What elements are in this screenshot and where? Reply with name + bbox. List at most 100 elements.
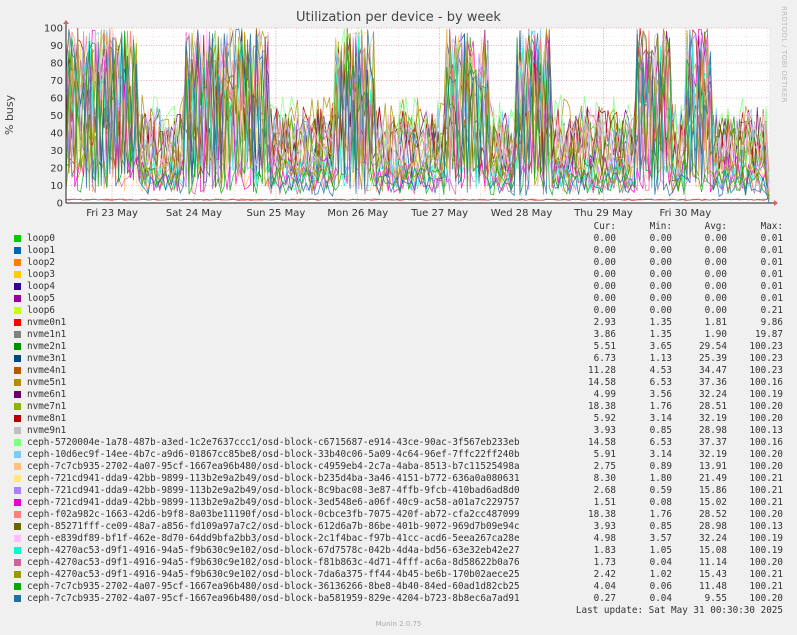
legend-series-name: ceph-721cd941-dda9-42bb-9899-113b2e9a2b4… [27,485,520,496]
legend-item: ceph-f02a982c-1663-42d6-b9f8-8a03be11190… [12,509,787,521]
legend-max: 100.23 [749,341,783,352]
legend-item: ceph-7c7cb935-2702-4a07-95cf-1667ea96b48… [12,593,787,605]
legend-avg: 1.90 [704,329,727,340]
legend-swatch [14,475,21,482]
legend-cur: 0.00 [593,257,616,268]
y-tick-label: 70 [50,76,63,87]
legend-avg: 11.14 [699,557,727,568]
legend-min: 3.14 [649,449,672,460]
legend-min: 1.35 [649,329,672,340]
legend-item: loop2 0.00 0.00 0.00 0.01 [12,257,787,269]
x-tick-label: Wed 28 May [491,208,553,219]
legend-min: 0.00 [649,233,672,244]
legend-min: 0.00 [649,305,672,316]
legend-series-name: ceph-85271fff-ce09-48a7-a856-fd109a97a7c… [27,521,520,532]
legend-cur: 18.38 [588,401,616,412]
legend-min: 0.04 [649,557,672,568]
legend-min: 6.53 [649,377,672,388]
legend-max: 100.21 [749,581,783,592]
legend-item: ceph-e839df89-bf1f-462e-8d70-64dd9bfa2bb… [12,533,787,545]
legend-swatch [14,511,21,518]
legend-cur: 1.83 [593,545,616,556]
x-tick-label: Tue 27 May [410,208,468,219]
legend-swatch [14,583,21,590]
legend-swatch [14,295,21,302]
last-update: Last update: Sat May 31 00:30:30 2025 [575,605,783,616]
legend-avg: 28.52 [699,509,727,520]
legend-max: 100.20 [749,509,783,520]
legend-cur: 2.42 [593,569,616,580]
legend-series-name: loop4 [27,281,55,292]
legend-avg: 28.51 [699,401,727,412]
legend-item: ceph-5720004e-1a78-487b-a3ed-1c2e7637ccc… [12,437,787,449]
legend-swatch [14,283,21,290]
legend-item: loop5 0.00 0.00 0.00 0.01 [12,293,787,305]
legend-swatch [14,319,21,326]
y-axis-label: % busy [3,94,16,135]
legend-item: ceph-85271fff-ce09-48a7-a856-fd109a97a7c… [12,521,787,533]
legend-series-name: ceph-4270ac53-d9f1-4916-94a5-f9b630c9e10… [27,557,520,568]
legend-avg: 11.48 [699,581,727,592]
legend-cur: 3.86 [593,329,616,340]
legend-cur: 6.73 [593,353,616,364]
legend-max: 100.16 [749,377,783,388]
legend-swatch [14,427,21,434]
legend-swatch [14,463,21,470]
legend-avg: 1.81 [704,317,727,328]
x-tick-label: Sat 24 May [166,208,222,219]
legend-header-cur: Cur: [593,221,616,232]
legend-swatch [14,259,21,266]
legend-series-name: ceph-10d6ec9f-14ee-4b7c-a9d6-01867cc85be… [27,449,520,460]
legend-min: 1.05 [649,545,672,556]
legend-cur: 0.00 [593,305,616,316]
legend-item: ceph-721cd941-dda9-42bb-9899-113b2e9a2b4… [12,485,787,497]
y-tick-label: 20 [50,164,63,175]
legend-header: Cur: Min: Avg: Max: [12,221,787,233]
legend-series-name: ceph-7c7cb935-2702-4a07-95cf-1667ea96b48… [27,593,520,604]
legend-avg: 28.98 [699,521,727,532]
y-tick-label: 90 [50,41,63,52]
legend-avg: 25.39 [699,353,727,364]
legend-swatch [14,307,21,314]
legend-avg: 28.98 [699,425,727,436]
legend-swatch [14,403,21,410]
legend-min: 0.00 [649,293,672,304]
legend-cur: 0.00 [593,281,616,292]
legend-max: 0.21 [760,305,783,316]
legend-swatch [14,547,21,554]
legend-cur: 4.04 [593,581,616,592]
legend-series-name: nvme9n1 [27,425,67,436]
legend-item: ceph-10d6ec9f-14ee-4b7c-a9d6-01867cc85be… [12,449,787,461]
y-tick-label: 0 [57,199,63,210]
legend-max: 100.23 [749,365,783,376]
legend-series-name: nvme2n1 [27,341,67,352]
legend-swatch [14,499,21,506]
chart-title: Utilization per device - by week [296,10,501,25]
legend-cur: 2.93 [593,317,616,328]
legend-avg: 0.00 [704,281,727,292]
legend-max: 100.21 [749,569,783,580]
legend-min: 0.85 [649,521,672,532]
legend-cur: 4.99 [593,389,616,400]
legend-avg: 0.00 [704,269,727,280]
legend-avg: 32.19 [699,449,727,460]
legend-item: loop6 0.00 0.00 0.00 0.21 [12,305,787,317]
chart: 0 10 20 30 40 50 60 70 80 90 100 Fri 23 May Sat 24 M… [44,20,778,219]
x-tick-label: Thu 29 May [573,208,633,219]
legend-series-name: ceph-e839df89-bf1f-462e-8d70-64dd9bfa2bb… [27,533,520,544]
legend-cur: 0.00 [593,233,616,244]
legend-series-name: loop1 [27,245,55,256]
legend-avg: 29.54 [699,341,727,352]
legend-header-max: Max: [760,221,783,232]
legend: Cur: Min: Avg: Max: loop0 0.00 0.00 0.00 0.0… [12,221,787,605]
legend-series-name: ceph-5720004e-1a78-487b-a3ed-1c2e7637ccc… [27,437,520,448]
legend-min: 0.00 [649,281,672,292]
legend-item: ceph-4270ac53-d9f1-4916-94a5-f9b630c9e10… [12,557,787,569]
legend-item: nvme1n1 3.86 1.35 1.90 19.87 [12,329,787,341]
legend-cur: 11.28 [588,365,616,376]
legend-series-name: loop5 [27,293,55,304]
legend-swatch [14,379,21,386]
legend-cur: 0.00 [593,245,616,256]
legend-series-name: loop2 [27,257,55,268]
legend-max: 100.20 [749,461,783,472]
